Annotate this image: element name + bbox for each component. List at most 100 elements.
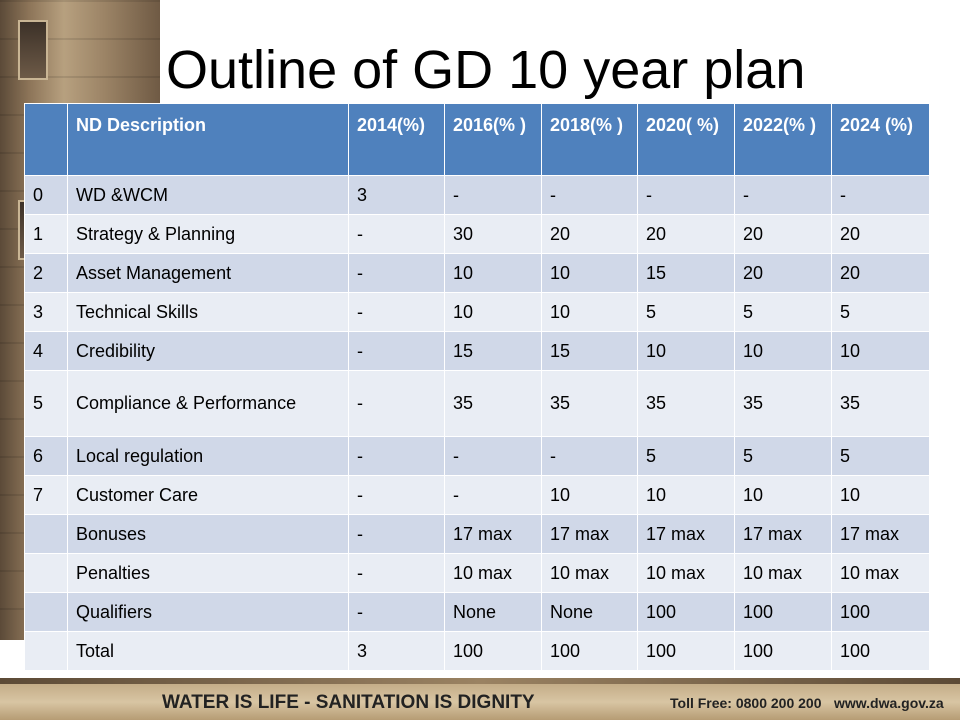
table-cell-2020: 100 (637, 631, 735, 671)
header-cell-2018: 2018(% ) (541, 103, 638, 176)
table-cell-2016: - (444, 475, 542, 515)
table-cell-2018: 10 (541, 292, 638, 332)
table-cell-2016: - (444, 436, 542, 476)
table-cell-2020: 5 (637, 292, 735, 332)
table-cell-2024: 20 (831, 214, 930, 254)
table-cell-index: 3 (24, 292, 68, 332)
table-cell-2024: 5 (831, 292, 930, 332)
table-cell-2024: 100 (831, 592, 930, 632)
table-cell-2022: 20 (734, 253, 832, 293)
table-cell-2014: - (348, 292, 445, 332)
table-cell-2020: 10 max (637, 553, 735, 593)
table-cell-index: 0 (24, 175, 68, 215)
footer-divider (0, 678, 960, 684)
slide-title: Outline of GD 10 year plan (164, 38, 814, 102)
table-cell-2020: 5 (637, 436, 735, 476)
table-cell-description: Penalties (67, 553, 349, 593)
table-cell-description: Strategy & Planning (67, 214, 349, 254)
table-cell-2018: 35 (541, 370, 638, 437)
table-cell-index: 5 (24, 370, 68, 437)
table-cell-2014: 3 (348, 175, 445, 215)
table-cell-2020: 100 (637, 592, 735, 632)
table-cell-2022: 100 (734, 592, 832, 632)
table-cell-2016: 17 max (444, 514, 542, 554)
header-cell-2020: 2020( %) (637, 103, 735, 176)
table-cell-2018: 10 max (541, 553, 638, 593)
table-cell-2024: - (831, 175, 930, 215)
table-row: Total 3 100 100 100 100 100 (24, 631, 930, 671)
header-cell-description: ND Description (67, 103, 349, 176)
table-cell-2024: 35 (831, 370, 930, 437)
table-cell-2018: None (541, 592, 638, 632)
table-cell-2018: 100 (541, 631, 638, 671)
table-cell-2014: - (348, 553, 445, 593)
table-cell-2018: 20 (541, 214, 638, 254)
table-row: Qualifiers - None None 100 100 100 (24, 592, 930, 632)
table-cell-2022: 10 max (734, 553, 832, 593)
table-cell-index: 7 (24, 475, 68, 515)
table-cell-2024: 10 max (831, 553, 930, 593)
table-cell-2016: 10 max (444, 553, 542, 593)
header-cell-2014: 2014(%) (348, 103, 445, 176)
table-cell-2016: 10 (444, 292, 542, 332)
table-cell-2022: 10 (734, 331, 832, 371)
table-row: 3 Technical Skills -10 10 5 5 5 (24, 292, 930, 332)
table-cell-2016: 10 (444, 253, 542, 293)
table-cell-index (24, 514, 68, 554)
table-cell-2014: - (348, 475, 445, 515)
footer-website-link[interactable]: www.dwa.gov.za (834, 695, 944, 711)
table-cell-description: Qualifiers (67, 592, 349, 632)
table-cell-2014: - (348, 214, 445, 254)
table-cell-2022: 5 (734, 292, 832, 332)
table-cell-description: Compliance & Performance (67, 370, 349, 437)
table-cell-2020: 20 (637, 214, 735, 254)
table-cell-2016: None (444, 592, 542, 632)
table-cell-2018: 17 max (541, 514, 638, 554)
table-cell-2020: 10 (637, 331, 735, 371)
table-row: 4 Credibility -15 15 10 10 10 (24, 331, 930, 371)
table-cell-2014: - (348, 436, 445, 476)
table-cell-2014: - (348, 253, 445, 293)
table-cell-2016: 100 (444, 631, 542, 671)
table-cell-2014: - (348, 592, 445, 632)
table-row: 6 Local regulation - - -5 5 5 (24, 436, 930, 476)
table-cell-2022: 17 max (734, 514, 832, 554)
table-cell-index: 4 (24, 331, 68, 371)
table-cell-2022: - (734, 175, 832, 215)
table-cell-2024: 100 (831, 631, 930, 671)
table-cell-2014: - (348, 514, 445, 554)
table-cell-index: 2 (24, 253, 68, 293)
table-row: 0 WD &WCM 3- - - - - (24, 175, 930, 215)
footer-bar: WATER IS LIFE - SANITATION IS DIGNITY To… (0, 684, 960, 720)
table-cell-2016: 35 (444, 370, 542, 437)
table-cell-2020: - (637, 175, 735, 215)
table-cell-description: Asset Management (67, 253, 349, 293)
table-cell-2014: - (348, 370, 445, 437)
table-row: 7 Customer Care - -10 10 10 10 (24, 475, 930, 515)
header-cell-2024: 2024 (%) (831, 103, 930, 176)
table-cell-index (24, 553, 68, 593)
table-cell-index (24, 631, 68, 671)
table-cell-2022: 35 (734, 370, 832, 437)
header-cell-2022: 2022(% ) (734, 103, 832, 176)
table-cell-2018: - (541, 436, 638, 476)
table-body: 0 WD &WCM 3- - - - -1 Strategy & Planning -30 20 2… (24, 175, 930, 671)
table-cell-2014: - (348, 331, 445, 371)
header-cell-index (24, 103, 68, 176)
table-cell-description: Local regulation (67, 436, 349, 476)
table-cell-description: Technical Skills (67, 292, 349, 332)
table-cell-2020: 15 (637, 253, 735, 293)
table-cell-2024: 20 (831, 253, 930, 293)
table-row: 5 Compliance & Performance -35 35 35 35 35 (24, 370, 930, 437)
table-cell-2022: 20 (734, 214, 832, 254)
table-cell-2022: 100 (734, 631, 832, 671)
table-cell-2022: 5 (734, 436, 832, 476)
plan-table-container: ND Description 2014(%) 2016(% ) 2018(% )… (24, 103, 930, 671)
table-cell-2024: 10 (831, 475, 930, 515)
header-cell-2016: 2016(% ) (444, 103, 542, 176)
table-row: 1 Strategy & Planning -30 20 20 20 20 (24, 214, 930, 254)
footer-slogan: WATER IS LIFE - SANITATION IS DIGNITY (162, 692, 535, 713)
table-cell-2018: 10 (541, 475, 638, 515)
table-cell-2020: 35 (637, 370, 735, 437)
table-cell-description: Credibility (67, 331, 349, 371)
